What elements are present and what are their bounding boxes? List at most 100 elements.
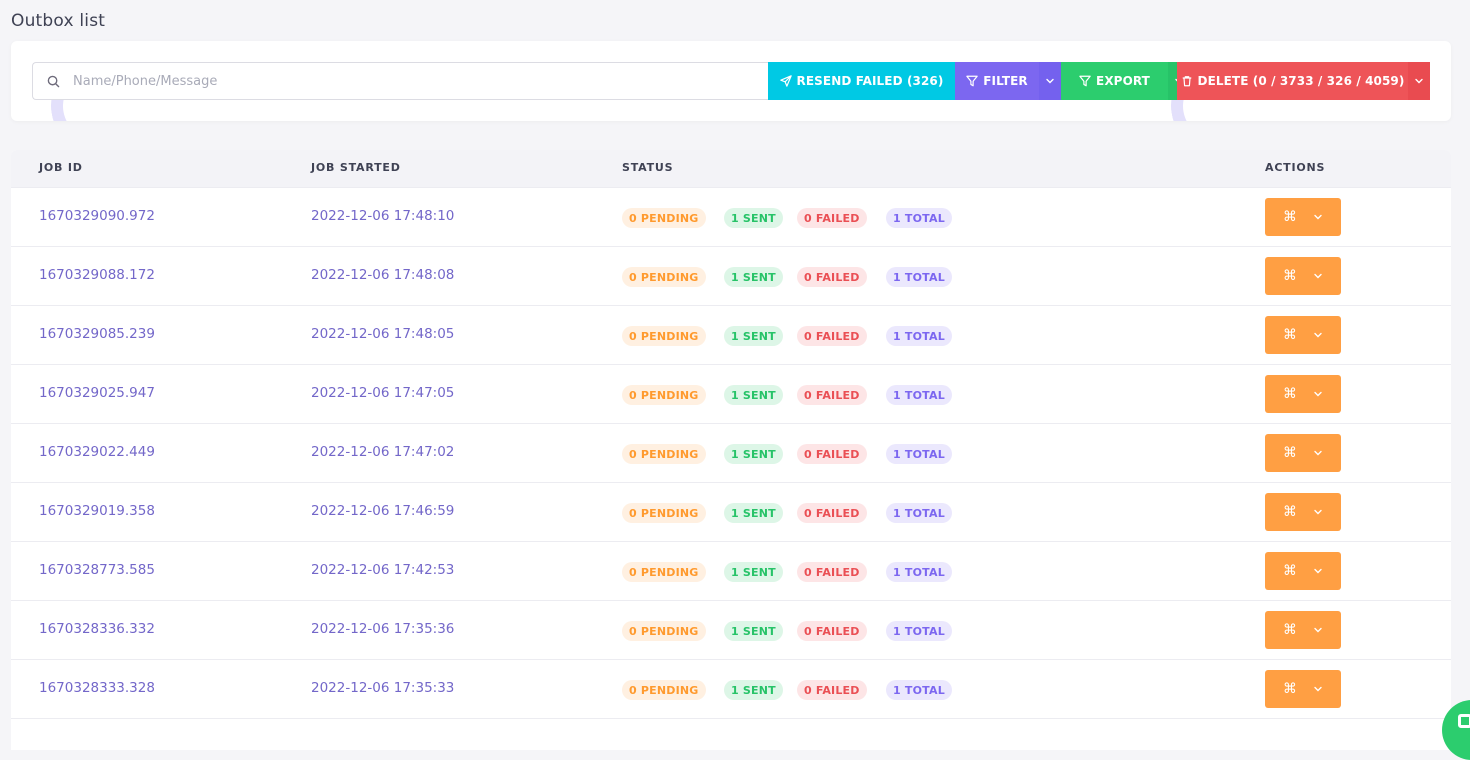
row-actions-button[interactable]: ⌘ [1265,552,1341,590]
command-icon: ⌘ [1283,504,1297,520]
pending-badge: 0 PENDING [622,444,706,464]
row-actions-button[interactable]: ⌘ [1265,493,1341,531]
failed-badge: 0 FAILED [797,208,867,228]
total-badge: 1 TOTAL [886,621,952,641]
sent-badge: 1 SENT [724,680,783,700]
job-id-link[interactable]: 1670329088.172 [39,267,155,283]
chevron-down-icon [1314,391,1322,397]
row-actions-button[interactable]: ⌘ [1265,257,1341,295]
row-actions-button[interactable]: ⌘ [1265,375,1341,413]
chevron-down-icon [1314,686,1322,692]
job-id-link[interactable]: 1670329025.947 [39,385,155,401]
export-button[interactable]: EXPORT [1061,62,1168,100]
filter-icon [966,75,978,87]
job-id-link[interactable]: 1670329085.239 [39,326,155,342]
row-actions-button[interactable]: ⌘ [1265,198,1341,236]
resend-failed-label-wrap[interactable]: RESEND FAILED (326) [768,62,955,100]
total-badge: 1 TOTAL [886,503,952,523]
job-started-link[interactable]: 2022-12-06 17:35:36 [311,621,455,637]
row-actions-button[interactable]: ⌘ [1265,434,1341,472]
job-started-link[interactable]: 2022-12-06 17:48:10 [311,208,455,224]
search-icon [33,75,73,88]
command-icon: ⌘ [1283,622,1297,638]
search-input[interactable] [73,63,769,99]
failed-badge: 0 FAILED [797,385,867,405]
total-badge: 1 TOTAL [886,562,952,582]
export-label: EXPORT [1096,74,1150,88]
pending-badge: 0 PENDING [622,385,706,405]
toolbar-card: RESEND FAILED (326) FILTER EXPORT [11,41,1451,121]
row-actions-button[interactable]: ⌘ [1265,611,1341,649]
column-header-status[interactable]: STATUS [622,161,674,174]
delete-button[interactable]: DELETE (0 / 3733 / 326 / 4059) [1177,62,1408,100]
sent-badge: 1 SENT [724,503,783,523]
total-badge: 1 TOTAL [886,326,952,346]
table-row: 1670328773.585 2022-12-06 17:42:53 0 PEN… [11,542,1451,601]
failed-badge: 0 FAILED [797,444,867,464]
pending-badge: 0 PENDING [622,503,706,523]
command-icon: ⌘ [1283,386,1297,402]
sent-badge: 1 SENT [724,444,783,464]
failed-badge: 0 FAILED [797,326,867,346]
command-icon: ⌘ [1283,327,1297,343]
job-id-link[interactable]: 1670328333.328 [39,680,155,696]
job-id-link[interactable]: 1670328336.332 [39,621,155,637]
chevron-down-icon [1314,450,1322,456]
table-row: 1670328333.328 2022-12-06 17:35:33 0 PEN… [11,660,1451,719]
send-icon [779,75,792,87]
command-icon: ⌘ [1283,563,1297,579]
sent-badge: 1 SENT [724,385,783,405]
job-started-link[interactable]: 2022-12-06 17:42:53 [311,562,455,578]
resend-failed-label: RESEND FAILED (326) [796,74,944,88]
filter-dropdown-toggle[interactable] [1039,62,1061,100]
row-actions-button[interactable]: ⌘ [1265,670,1341,708]
chevron-down-icon [1415,78,1423,84]
column-header-job-id[interactable]: JOB ID [39,161,83,174]
failed-badge: 0 FAILED [797,680,867,700]
sent-badge: 1 SENT [724,267,783,287]
chat-icon [1458,714,1470,728]
job-started-link[interactable]: 2022-12-06 17:35:33 [311,680,455,696]
pending-badge: 0 PENDING [622,621,706,641]
total-badge: 1 TOTAL [886,444,952,464]
table-row: 1670329088.172 2022-12-06 17:48:08 0 PEN… [11,247,1451,306]
sent-badge: 1 SENT [724,562,783,582]
chevron-down-icon [1314,214,1322,220]
chevron-down-icon [1046,78,1054,84]
row-actions-button[interactable]: ⌘ [1265,316,1341,354]
command-icon: ⌘ [1283,445,1297,461]
job-id-link[interactable]: 1670328773.585 [39,562,155,578]
job-id-link[interactable]: 1670329090.972 [39,208,155,224]
sent-badge: 1 SENT [724,208,783,228]
filter-button-group: FILTER [955,62,1061,100]
job-id-link[interactable]: 1670329022.449 [39,444,155,460]
total-badge: 1 TOTAL [886,208,952,228]
command-icon: ⌘ [1283,268,1297,284]
total-badge: 1 TOTAL [886,267,952,287]
table-row: 1670329085.239 2022-12-06 17:48:05 0 PEN… [11,306,1451,365]
command-icon: ⌘ [1283,681,1297,697]
outbox-table: JOB ID JOB STARTED STATUS ACTIONS 167032… [11,150,1451,750]
resend-failed-button[interactable]: RESEND FAILED (326) [768,62,955,100]
filter-label: FILTER [983,74,1028,88]
trash-icon [1181,75,1193,87]
job-started-link[interactable]: 2022-12-06 17:47:02 [311,444,455,460]
job-started-link[interactable]: 2022-12-06 17:47:05 [311,385,455,401]
column-header-job-started[interactable]: JOB STARTED [311,161,401,174]
chevron-down-icon [1314,568,1322,574]
job-started-link[interactable]: 2022-12-06 17:48:08 [311,267,455,283]
table-row: 1670329090.972 2022-12-06 17:48:10 0 PEN… [11,188,1451,247]
pending-badge: 0 PENDING [622,680,706,700]
total-badge: 1 TOTAL [886,385,952,405]
sent-badge: 1 SENT [724,326,783,346]
filter-button[interactable]: FILTER [955,62,1039,100]
page-title: Outbox list [11,11,106,31]
pending-badge: 0 PENDING [622,208,706,228]
export-button-group: EXPORT [1061,62,1190,100]
job-started-link[interactable]: 2022-12-06 17:46:59 [311,503,455,519]
filter-icon [1079,75,1091,87]
delete-dropdown-toggle[interactable] [1408,62,1430,100]
job-started-link[interactable]: 2022-12-06 17:48:05 [311,326,455,342]
failed-badge: 0 FAILED [797,267,867,287]
job-id-link[interactable]: 1670329019.358 [39,503,155,519]
